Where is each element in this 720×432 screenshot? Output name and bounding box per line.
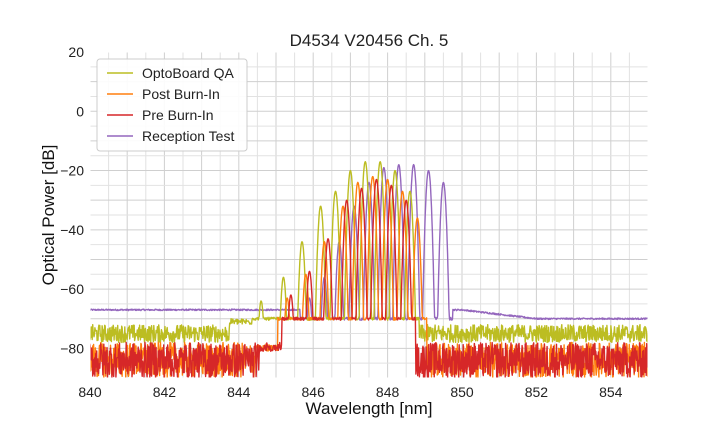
x-tick-label: 854 <box>599 384 623 400</box>
legend-label: Post Burn-In <box>142 86 220 102</box>
legend: OptoBoard QA Post Burn-In Pre Burn-In Recep… <box>96 58 248 152</box>
legend-label: Pre Burn-In <box>142 107 214 123</box>
x-tick-label: 842 <box>153 384 177 400</box>
x-tick-label: 846 <box>302 384 326 400</box>
series-line <box>90 163 648 321</box>
y-tick-label: −40 <box>60 222 84 238</box>
series-layer <box>90 160 648 378</box>
y-tick-label: 20 <box>68 44 84 60</box>
x-axis-label: Wavelength [nm] <box>306 399 433 418</box>
y-axis-label: Optical Power [dB] <box>39 145 58 286</box>
x-tick-labels: 840 842 844 846 848 850 852 854 <box>78 384 622 400</box>
y-tick-label: −20 <box>60 163 84 179</box>
x-tick-label: 844 <box>227 384 251 400</box>
x-tick-label: 840 <box>78 384 102 400</box>
legend-label: Reception Test <box>142 128 234 144</box>
plot-frame <box>89 51 649 379</box>
y-tick-label: −80 <box>60 340 84 356</box>
x-tick-label: 848 <box>376 384 400 400</box>
y-tick-labels: −80 −60 −40 −20 0 20 <box>60 44 84 356</box>
chart-title: D4534 V20456 Ch. 5 <box>290 31 449 50</box>
legend-label: OptoBoard QA <box>142 65 234 81</box>
x-tick-label: 852 <box>525 384 549 400</box>
legend-box <box>96 58 248 152</box>
y-tick-label: 0 <box>76 103 84 119</box>
x-tick-label: 850 <box>450 384 474 400</box>
y-tick-label: −60 <box>60 281 84 297</box>
